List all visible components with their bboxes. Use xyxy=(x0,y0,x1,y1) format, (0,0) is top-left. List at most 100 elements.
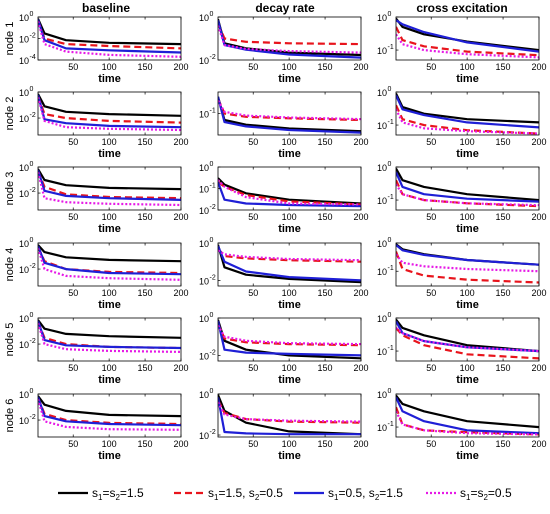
x-axis-label: time xyxy=(278,148,301,160)
y-tick-exponent: -1 xyxy=(210,108,216,115)
legend-entry-2: s1=1.5, s2=0.5 xyxy=(174,486,283,502)
x-tick-label: 50 xyxy=(68,439,78,449)
column-title-baseline: baseline xyxy=(82,1,130,15)
series-line-3 xyxy=(396,19,539,53)
series-line-2 xyxy=(218,98,361,122)
series-line-3 xyxy=(38,245,181,276)
x-tick-label: 100 xyxy=(460,62,475,72)
x-tick-label: 100 xyxy=(282,363,297,373)
y-tick-exponent: 0 xyxy=(30,237,34,244)
x-axis-label: time xyxy=(278,299,301,311)
y-tick-label: 10 xyxy=(377,163,387,173)
series-line-4 xyxy=(218,324,361,346)
x-tick-label: 150 xyxy=(318,439,333,449)
y-tick-exponent: 0 xyxy=(30,11,34,18)
x-axis-label: time xyxy=(456,223,479,235)
series-line-1 xyxy=(38,395,181,418)
series-line-3 xyxy=(396,244,539,266)
y-tick-exponent: -2 xyxy=(30,112,36,119)
series-line-4 xyxy=(38,20,181,58)
x-tick-label: 150 xyxy=(496,62,511,72)
legend-entry-3: s1=0.5, s2=1.5 xyxy=(294,486,403,502)
x-tick-label: 100 xyxy=(282,137,297,147)
y-tick-exponent: -1 xyxy=(388,194,394,201)
y-tick-label: 10 xyxy=(19,13,29,23)
series-line-1 xyxy=(38,244,181,263)
y-tick-exponent: -2 xyxy=(30,33,36,40)
series-line-4 xyxy=(396,410,539,436)
y-tick-label: 10 xyxy=(199,56,209,66)
x-tick-label: 150 xyxy=(138,212,153,222)
x-tick-label: 200 xyxy=(531,288,546,298)
y-tick-label: 10 xyxy=(19,416,29,426)
x-axis-label: time xyxy=(456,299,479,311)
y-tick-exponent: 0 xyxy=(30,161,34,168)
series-line-2 xyxy=(396,251,539,284)
x-tick-label: 150 xyxy=(138,288,153,298)
x-tick-label: 150 xyxy=(496,288,511,298)
y-tick-exponent: 0 xyxy=(30,86,34,93)
series-line-4 xyxy=(218,401,361,423)
x-tick-label: 200 xyxy=(353,62,368,72)
y-tick-exponent: 0 xyxy=(388,388,392,395)
x-tick-label: 50 xyxy=(426,137,436,147)
series-line-4 xyxy=(396,253,539,273)
series-line-3 xyxy=(396,171,539,203)
row-label-node-1: node 1 xyxy=(4,22,16,56)
row-label-node-4: node 4 xyxy=(4,248,16,282)
x-axis-label: time xyxy=(98,374,121,386)
x-tick-label: 150 xyxy=(318,62,333,72)
x-axis-label: time xyxy=(456,148,479,160)
series-line-3 xyxy=(396,396,539,435)
y-tick-exponent: 0 xyxy=(210,11,214,18)
axes-box xyxy=(395,317,540,362)
x-tick-label: 50 xyxy=(68,62,78,72)
row-label-node-6: node 6 xyxy=(4,399,16,433)
x-tick-label: 150 xyxy=(496,439,511,449)
y-tick-label: 10 xyxy=(19,390,29,400)
y-tick-label: 10 xyxy=(19,88,29,98)
series-line-3 xyxy=(38,320,181,350)
y-tick-exponent: -1 xyxy=(388,265,394,272)
x-tick-label: 50 xyxy=(248,212,258,222)
legend-label: s1=s2=1.5 xyxy=(92,486,144,502)
x-tick-label: 200 xyxy=(531,212,546,222)
axes-box xyxy=(217,242,362,287)
axes-box xyxy=(37,91,182,136)
y-tick-exponent: -2 xyxy=(30,263,36,270)
x-tick-label: 150 xyxy=(138,62,153,72)
series-line-2 xyxy=(396,26,539,57)
series-line-1 xyxy=(396,93,539,124)
x-tick-label: 200 xyxy=(531,137,546,147)
y-tick-label: 10 xyxy=(377,390,387,400)
axes-box xyxy=(395,91,540,136)
y-tick-exponent: -2 xyxy=(210,349,216,356)
x-tick-label: 150 xyxy=(138,137,153,147)
series-line-4 xyxy=(396,33,539,59)
x-tick-label: 100 xyxy=(102,137,117,147)
x-tick-label: 100 xyxy=(282,62,297,72)
panel-grid: node 1 node 2 node 3 node 4 node 5 node 6 50 10… xyxy=(4,11,547,462)
legend-entry-1: s1=s2=1.5 xyxy=(58,486,144,502)
x-tick-label: 200 xyxy=(353,137,368,147)
series-line-3 xyxy=(38,396,181,427)
y-tick-label: 10 xyxy=(377,347,387,357)
y-tick-exponent: 0 xyxy=(210,237,214,244)
y-tick-label: 10 xyxy=(199,239,209,249)
y-tick-label: 10 xyxy=(19,163,29,173)
series-line-2 xyxy=(218,23,361,46)
x-tick-label: 100 xyxy=(460,137,475,147)
y-tick-exponent: 0 xyxy=(210,312,214,319)
x-tick-label: 200 xyxy=(173,439,188,449)
x-tick-label: 50 xyxy=(68,288,78,298)
x-tick-label: 50 xyxy=(248,288,258,298)
x-tick-label: 200 xyxy=(173,137,188,147)
